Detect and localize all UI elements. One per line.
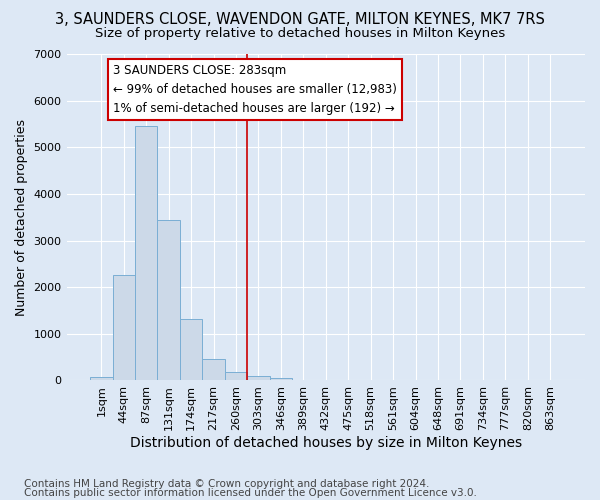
Y-axis label: Number of detached properties: Number of detached properties [15,118,28,316]
Bar [157,220,180,380]
Bar [269,378,292,380]
Text: Contains public sector information licensed under the Open Government Licence v3: Contains public sector information licen… [24,488,477,498]
Text: 3 SAUNDERS CLOSE: 283sqm
← 99% of detached houses are smaller (12,983)
1% of sem: 3 SAUNDERS CLOSE: 283sqm ← 99% of detach… [113,64,397,115]
Bar [202,360,225,380]
Bar [180,319,202,380]
Text: Contains HM Land Registry data © Crown copyright and database right 2024.: Contains HM Land Registry data © Crown c… [24,479,430,489]
Bar [135,126,157,380]
Bar [90,376,113,380]
Text: Size of property relative to detached houses in Milton Keynes: Size of property relative to detached ho… [95,28,505,40]
Text: 3, SAUNDERS CLOSE, WAVENDON GATE, MILTON KEYNES, MK7 7RS: 3, SAUNDERS CLOSE, WAVENDON GATE, MILTON… [55,12,545,28]
Bar [247,376,269,380]
X-axis label: Distribution of detached houses by size in Milton Keynes: Distribution of detached houses by size … [130,436,522,450]
Bar [113,274,135,380]
Bar [225,372,247,380]
